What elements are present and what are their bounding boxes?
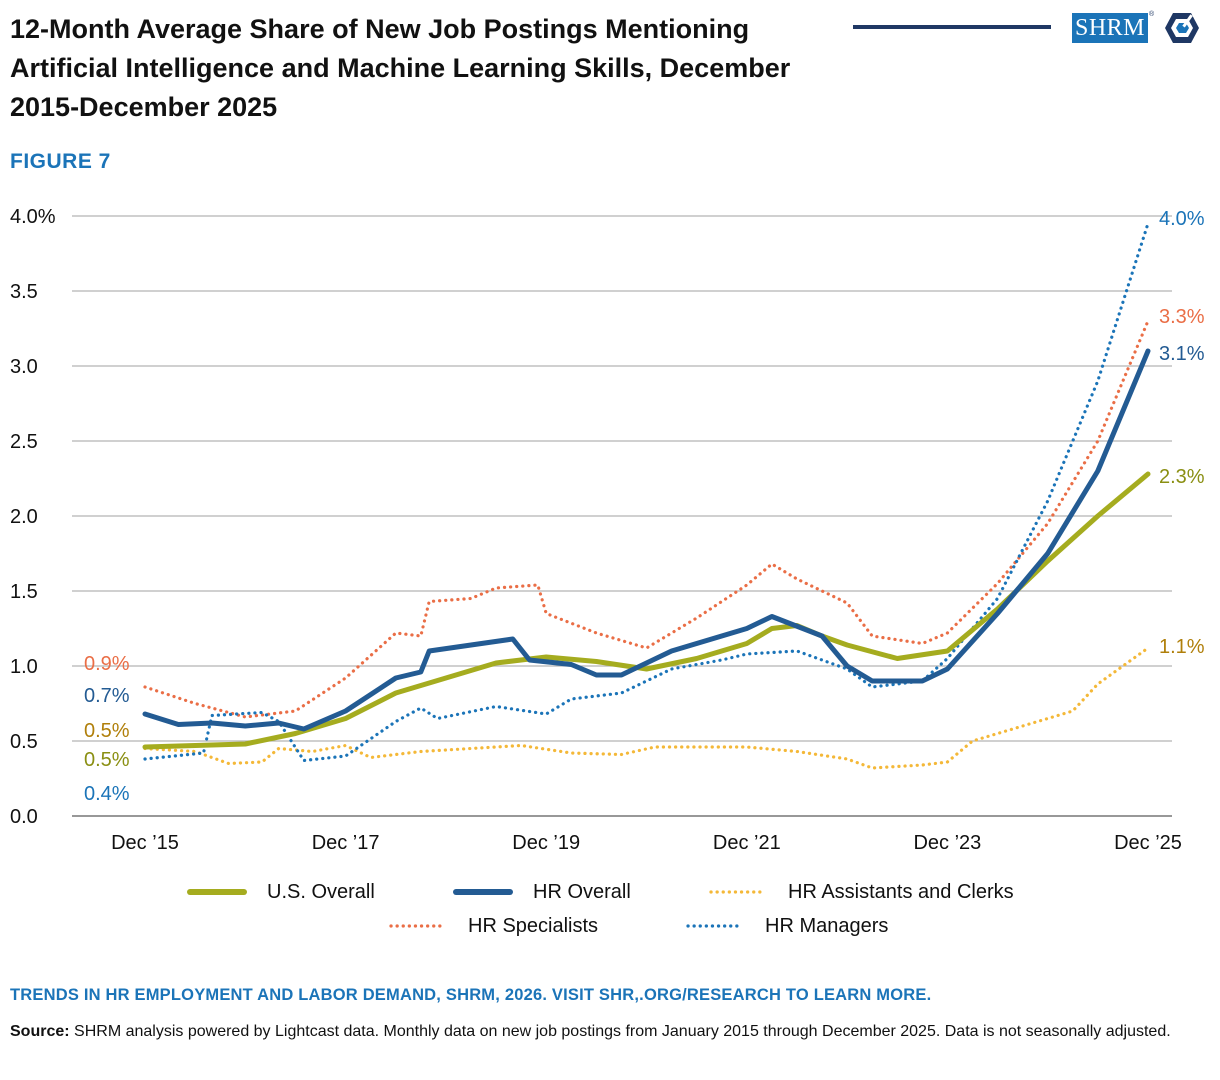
series-end-label: 1.1% [1159, 636, 1205, 658]
legend-swatch [187, 889, 247, 895]
chart-title: 12-Month Average Share of New Job Postin… [10, 14, 791, 122]
logo-rule [853, 25, 1051, 29]
y-tick-label: 1.5 [10, 581, 38, 603]
y-tick-label: 0.5 [10, 731, 38, 753]
x-tick-label: Dec ’21 [713, 832, 781, 854]
series-line [143, 646, 1150, 770]
legend-label: HR Assistants and Clerks [788, 880, 1014, 903]
legend-swatch [709, 890, 767, 894]
shrm-logo: SHRM [1072, 13, 1148, 43]
legend-item: U.S. Overall [187, 880, 375, 904]
x-tick-label: Dec ’15 [111, 832, 179, 854]
x-tick-label: Dec ’17 [312, 832, 380, 854]
series-start-label: 0.5% [84, 749, 130, 771]
series-start-label: 0.7% [84, 685, 130, 707]
source-text: SHRM analysis powered by Lightcast data.… [74, 1023, 1171, 1040]
legend-label: HR Managers [765, 914, 889, 937]
legend-label: HR Overall [533, 880, 631, 903]
x-tick-label: Dec ’23 [913, 832, 981, 854]
series-line [142, 348, 1151, 732]
y-tick-label: 0.0 [10, 806, 38, 828]
legend-item: HR Specialists [388, 914, 598, 938]
line-chart: 4.0% 3.5 3.0 2.5 2.0 1.5 1.0 0.5 0.0 Dec ’15 Dec ’… [10, 206, 1205, 854]
series-line [143, 319, 1150, 719]
registered-mark: ® [1149, 11, 1155, 18]
shrm-emblem-icon [1165, 13, 1199, 43]
y-tick-label: 3.5 [10, 281, 38, 303]
legend-item: HR Overall [453, 880, 631, 904]
series-line [143, 221, 1150, 763]
figure-label: FIGURE 7 [10, 150, 111, 173]
series-start-label: 0.9% [84, 653, 130, 675]
legend-label: U.S. Overall [267, 880, 375, 903]
legend-label: HR Specialists [468, 914, 599, 937]
source-note: Source: SHRM analysis powered by Lightca… [10, 1020, 1210, 1043]
source-label: Source: [10, 1023, 70, 1040]
y-tick-label: 2.5 [10, 431, 38, 453]
legend-item: HR Assistants and Clerks [708, 880, 1014, 904]
series-start-label: 0.5% [84, 720, 130, 742]
y-tick-label: 3.0 [10, 356, 38, 378]
y-tick-label: 4.0% [10, 206, 56, 228]
x-tick-label: Dec ’25 [1114, 832, 1182, 854]
series-line [142, 471, 1151, 750]
series-end-label: 4.0% [1159, 208, 1205, 230]
legend-swatch [389, 924, 447, 928]
series-end-label: 2.3% [1159, 466, 1205, 488]
y-tick-label: 2.0 [10, 506, 38, 528]
legend-swatch [686, 924, 744, 928]
series-start-label: 0.4% [84, 783, 130, 805]
y-tick-label: 1.0 [10, 656, 38, 678]
series-end-label: 3.3% [1159, 306, 1205, 328]
legend-item: HR Managers [685, 914, 888, 938]
x-tick-label: Dec ’19 [512, 832, 580, 854]
series-end-label: 3.1% [1159, 343, 1205, 365]
legend-swatch [453, 889, 513, 895]
footer-note: TRENDS IN HR EMPLOYMENT AND LABOR DEMAND… [10, 986, 932, 1004]
